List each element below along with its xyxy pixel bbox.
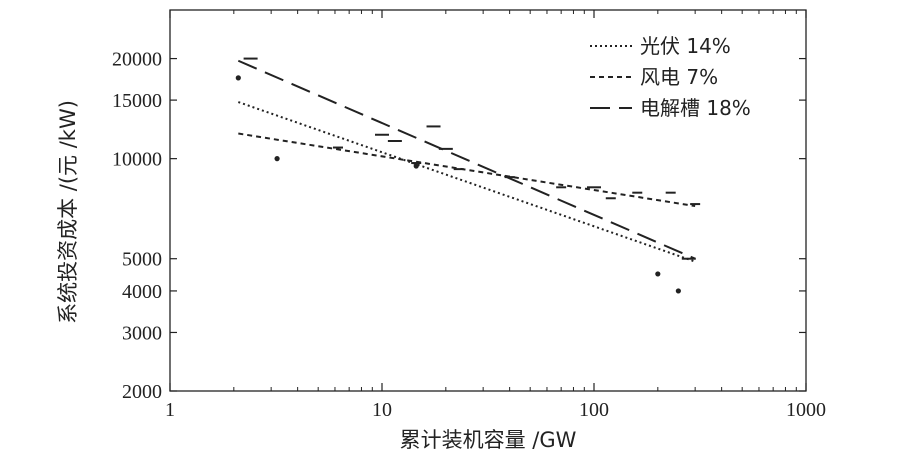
y-tick-label: 5000: [122, 249, 162, 271]
legend: 光伏 14% 风电 7% 电解槽 18%: [590, 34, 751, 120]
data-point-series-1: [413, 163, 419, 169]
data-point-series-1: [675, 288, 681, 294]
x-tick-label: 1000: [786, 399, 826, 421]
data-points: [235, 57, 701, 294]
tick-labels: 1 10 100 1000 2000 3000 4000 5000 10000 15000 2000…: [112, 49, 826, 421]
axes: [169, 9, 807, 392]
data-point-series-1: [655, 271, 661, 277]
x-axis-title: 累计装机容量 /GW: [400, 428, 577, 452]
x-tick-label: 10: [372, 399, 392, 421]
data-point-series-1: [235, 75, 241, 81]
y-tick-label: 3000: [122, 322, 162, 344]
legend-label-series-2: 风电 7%: [640, 65, 718, 89]
y-axis-title: 系统投资成本 /(元 /kW): [56, 100, 80, 324]
fit-line-series-3: [237, 59, 696, 260]
y-tick-label: 2000: [122, 381, 162, 403]
fit-lines: [237, 59, 696, 263]
fit-line-series-2: [238, 132, 696, 208]
fit-line-series-1: [237, 101, 696, 263]
y-tick-label: 4000: [122, 281, 162, 303]
x-tick-label: 100: [579, 399, 609, 421]
data-point-series-1: [274, 156, 280, 162]
legend-label-series-1: 光伏 14%: [640, 34, 731, 58]
plot-frame: [169, 9, 807, 392]
legend-label-series-3: 电解槽 18%: [640, 96, 751, 120]
y-tick-label: 20000: [112, 49, 162, 71]
y-tick-label: 10000: [112, 149, 162, 171]
y-tick-label: 15000: [112, 90, 162, 112]
x-tick-label: 1: [165, 399, 175, 421]
